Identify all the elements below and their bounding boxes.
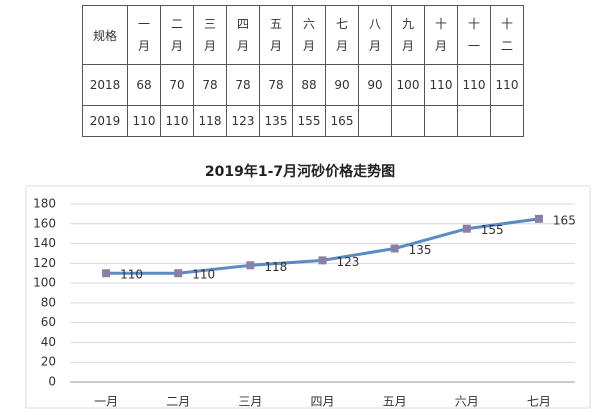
data-label: 110 — [120, 268, 143, 282]
header-text: 十月 — [435, 17, 448, 53]
table-cell — [424, 105, 458, 137]
header-text: 规格 — [92, 28, 117, 43]
table-cell: 90 — [358, 64, 392, 106]
table-cell: 78 — [259, 64, 293, 106]
table-cell: 165 — [325, 105, 359, 137]
header-text: 二月 — [171, 17, 184, 53]
chart-frame — [25, 185, 591, 409]
header-text: 八月 — [369, 17, 382, 53]
marker — [102, 269, 111, 278]
header-cell: 十月 — [424, 5, 458, 65]
y-tick-label: 120 — [33, 256, 56, 270]
y-tick-label: 100 — [33, 276, 56, 290]
chart-title: 2019年1-7月河砂价格走势图 — [205, 163, 395, 180]
header-cell: 七月 — [325, 5, 359, 65]
header-cell: 规格 — [82, 5, 128, 65]
header-text: 一月 — [138, 17, 151, 53]
y-tick-label: 60 — [41, 315, 56, 329]
data-label: 123 — [337, 255, 360, 269]
y-tick-label: 140 — [33, 236, 56, 250]
header-text: 七月 — [336, 17, 349, 53]
data-label: 110 — [192, 268, 215, 282]
marker — [246, 261, 255, 270]
table-cell: 110 — [424, 64, 458, 106]
table-cell: 2018 — [82, 64, 128, 106]
marker — [174, 269, 183, 278]
table-cell — [490, 105, 524, 137]
header-cell: 一月 — [127, 5, 161, 65]
y-tick-label: 0 — [48, 375, 56, 389]
table-cell: 118 — [193, 105, 227, 137]
table-row: 2018 68 70 78 78 78 88 90 90 100 110 110 110 — [82, 64, 524, 106]
y-tick-label: 40 — [41, 335, 56, 349]
y-tick-label: 80 — [41, 295, 56, 309]
y-tick-label: 20 — [41, 355, 56, 369]
header-row: 规格 一月 二月 三月 四月 五月 六月 七月 八月 九月 十月 十一 十二 — [82, 5, 524, 65]
header-text: 六月 — [303, 17, 316, 53]
marker — [318, 256, 327, 265]
header-text: 三月 — [204, 17, 217, 53]
x-tick-label: 一月 — [94, 395, 118, 409]
table-cell — [391, 105, 425, 137]
header-text: 五月 — [270, 17, 283, 53]
header-text: 九月 — [402, 17, 415, 53]
table-body: 规格 一月 二月 三月 四月 五月 六月 七月 八月 九月 十月 十一 十二 2018 68 70 78 78 78… — [82, 5, 524, 137]
price-table: 规格 一月 二月 三月 四月 五月 六月 七月 八月 九月 十月 十一 十二 2018 68 70 78 78 78… — [82, 5, 524, 137]
table-cell: 135 — [259, 105, 293, 137]
table-cell: 2019 — [82, 105, 128, 137]
header-cell: 十二 — [490, 5, 524, 65]
header-text: 四月 — [237, 17, 250, 53]
data-label: 118 — [264, 260, 287, 274]
y-tick-label: 160 — [33, 216, 56, 230]
line — [106, 217, 540, 275]
data-label: 155 — [481, 223, 504, 237]
table-row: 2019 110 110 118 123 135 155 165 — [82, 105, 524, 137]
header-text: 十二 — [501, 17, 514, 53]
header-cell: 五月 — [259, 5, 293, 65]
x-tick-label: 二月 — [166, 395, 190, 409]
marker — [534, 214, 543, 223]
table-cell: 123 — [226, 105, 260, 137]
x-tick-label: 四月 — [310, 395, 334, 409]
x-tick-label: 五月 — [383, 395, 407, 409]
table-cell: 110 — [127, 105, 161, 137]
y-tick-label: 180 — [33, 197, 56, 211]
table-cell: 110 — [160, 105, 194, 137]
x-tick-label: 七月 — [527, 395, 551, 409]
header-cell: 二月 — [160, 5, 194, 65]
data-label: 165 — [553, 213, 576, 227]
marker — [390, 244, 399, 253]
marker — [462, 224, 471, 233]
table-cell: 155 — [292, 105, 326, 137]
table-cell: 78 — [193, 64, 227, 106]
x-tick-label: 三月 — [238, 395, 262, 409]
data-label: 135 — [409, 243, 432, 257]
header-text: 十一 — [468, 17, 481, 53]
x-tick-label: 六月 — [455, 395, 479, 409]
